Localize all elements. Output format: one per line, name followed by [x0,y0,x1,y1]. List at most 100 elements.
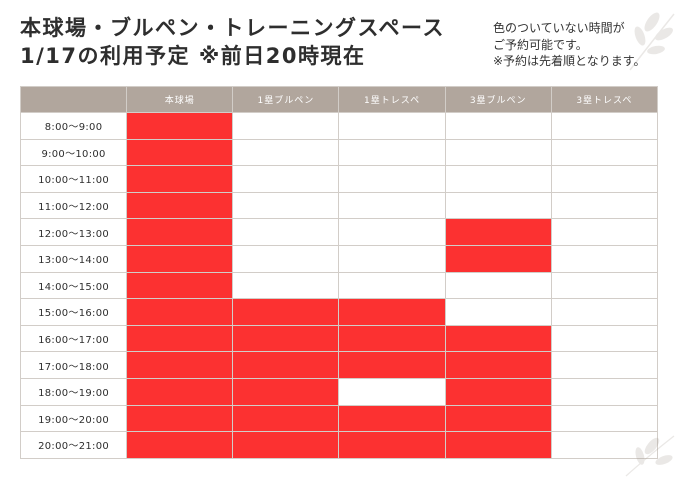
available-slot-cell [550,431,659,459]
available-slot-cell [338,377,446,406]
time-slot-cell: 16:00〜17:00 [19,324,128,353]
booked-slot-cell [126,298,234,326]
booked-slot-cell [444,404,552,433]
booked-slot-cell [126,191,234,220]
booked-slot-cell [126,112,234,140]
booked-slot-cell [232,377,340,406]
time-slot-cell: 12:00〜13:00 [19,218,128,246]
booked-slot-cell [338,324,446,353]
available-slot-cell [444,191,552,220]
note-available-hint-cont: ご予約可能です。 [493,37,588,52]
time-slot-cell: 20:00〜21:00 [19,431,128,459]
available-slot-cell [550,191,659,220]
leaf-decoration-bottom-icon [625,435,675,477]
available-slot-cell [550,112,659,140]
booked-slot-cell [126,218,234,246]
available-slot-cell [338,138,446,167]
available-slot-cell [550,218,659,246]
available-slot-cell [550,165,659,193]
header-third-base-training: 3塁トレスペ [550,86,659,113]
booked-slot-cell [444,324,552,353]
available-slot-cell [338,244,446,273]
leaf-decoration-icon [629,12,675,71]
header-main-field: 本球場 [126,86,234,113]
table-row: 11:00〜12:00 [19,191,659,220]
booked-slot-cell [232,298,340,326]
available-slot-cell [550,404,659,433]
header-third-base-bullpen: 3塁ブルペン [444,86,552,113]
available-slot-cell [550,298,659,326]
header-first-base-training: 1塁トレスペ [338,86,446,113]
available-slot-cell [550,351,659,379]
available-slot-cell [338,112,446,140]
header-first-base-bullpen: 1塁ブルペン [232,86,340,113]
booked-slot-cell [444,218,552,246]
time-slot-cell: 10:00〜11:00 [19,165,128,193]
booked-slot-cell [126,377,234,406]
booked-slot-cell [126,324,234,353]
table-header-row: 本球場 1塁ブルペン 1塁トレスペ 3塁ブルペン 3塁トレスペ [19,86,659,113]
note-first-come: ※予約は先着順となります。 [493,54,646,68]
table-row: 19:00〜20:00 [19,404,659,433]
booked-slot-cell [444,431,552,459]
booked-slot-cell [126,138,234,167]
header-corner-cell [19,86,128,113]
table-row: 15:00〜16:00 [19,298,659,326]
booked-slot-cell [338,431,446,459]
available-slot-cell [444,112,552,140]
time-slot-cell: 11:00〜12:00 [19,191,128,220]
table-row: 13:00〜14:00 [19,244,659,273]
booked-slot-cell [232,431,340,459]
table-row: 14:00〜15:00 [19,271,659,300]
schedule-body: 8:00〜9:00 9:00〜10:00 10:00〜11:00 11:00〜12:0… [19,112,659,459]
booked-slot-cell [338,298,446,326]
available-slot-cell [550,324,659,353]
available-slot-cell [232,191,340,220]
booked-slot-cell [338,404,446,433]
booked-slot-cell [444,377,552,406]
table-row: 10:00〜11:00 [19,165,659,193]
available-slot-cell [338,191,446,220]
available-slot-cell [444,138,552,167]
available-slot-cell [550,377,659,406]
table-row: 12:00〜13:00 [19,218,659,246]
time-slot-cell: 9:00〜10:00 [19,138,128,167]
time-slot-cell: 19:00〜20:00 [19,404,128,433]
table-row: 17:00〜18:00 [19,351,659,379]
booked-slot-cell [444,244,552,273]
title-line-date: 1/17の利用予定 ※前日20時現在 [20,44,366,68]
time-slot-cell: 13:00〜14:00 [19,244,128,273]
available-slot-cell [232,138,340,167]
reservation-note: 色のついていない時間が ご予約可能です。 ※予約は先着順となります。 [493,20,678,70]
available-slot-cell [232,112,340,140]
available-slot-cell [444,298,552,326]
available-slot-cell [444,165,552,193]
usage-schedule-table: 本球場 1塁ブルペン 1塁トレスペ 3塁ブルペン 3塁トレスペ 8:00〜9:0… [19,86,659,459]
available-slot-cell [232,271,340,300]
booked-slot-cell [232,351,340,379]
available-slot-cell [232,244,340,273]
title-line-facilities: 本球場・ブルペン・トレーニングスペース [20,16,445,40]
booked-slot-cell [126,431,234,459]
available-slot-cell [550,138,659,167]
page-title: 本球場・ブルペン・トレーニングスペース 1/17の利用予定 ※前日20時現在 [20,14,445,70]
booked-slot-cell [126,244,234,273]
table-row: 16:00〜17:00 [19,324,659,353]
time-slot-cell: 18:00〜19:00 [19,377,128,406]
table-row: 18:00〜19:00 [19,377,659,406]
time-slot-cell: 17:00〜18:00 [19,351,128,379]
available-slot-cell [338,165,446,193]
available-slot-cell [232,218,340,246]
table-row: 8:00〜9:00 [19,112,659,140]
available-slot-cell [232,165,340,193]
booked-slot-cell [232,404,340,433]
time-slot-cell: 8:00〜9:00 [19,112,128,140]
booked-slot-cell [126,165,234,193]
available-slot-cell [550,244,659,273]
table-row: 20:00〜21:00 [19,431,659,459]
booked-slot-cell [444,351,552,379]
available-slot-cell [338,218,446,246]
booked-slot-cell [126,351,234,379]
booked-slot-cell [126,404,234,433]
note-available-hint: 色のついていない時間が [493,21,625,35]
